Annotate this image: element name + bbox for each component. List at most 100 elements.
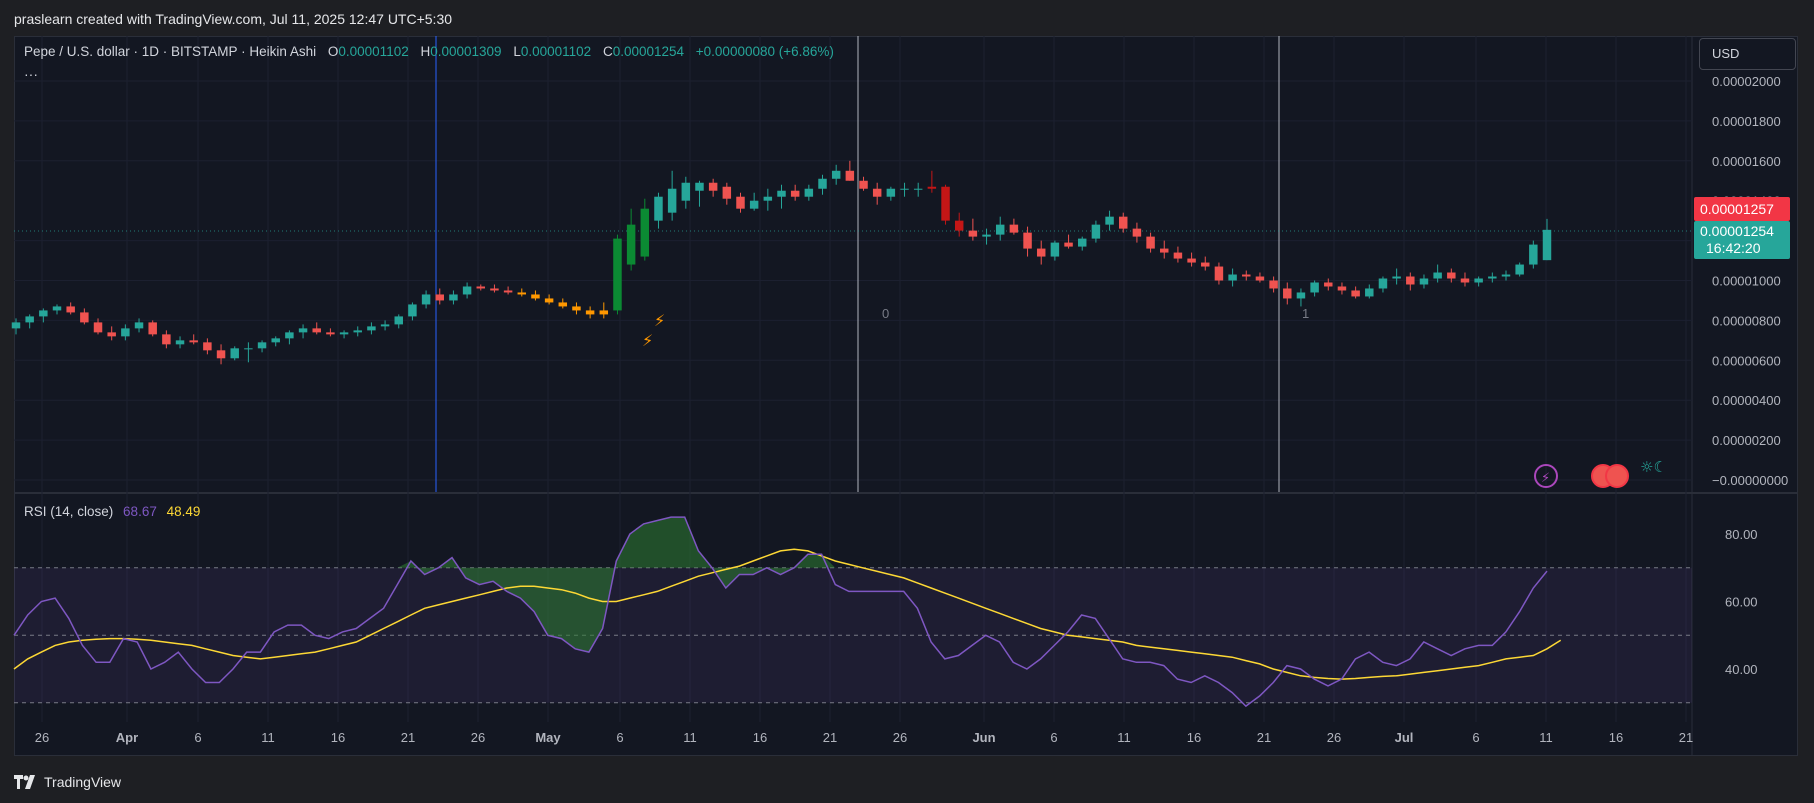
last-price-tag-green: 0.00001254 16:42:20 [1694, 221, 1790, 259]
x-axis-tick-label: 26 [893, 730, 907, 745]
close-label: C [602, 44, 613, 59]
candle-body [968, 230, 978, 237]
candle-body [1091, 224, 1101, 239]
candle-body [831, 170, 841, 179]
candle-body [80, 312, 89, 323]
high-label: H [420, 44, 431, 59]
x-axis-tick-label: 21 [1257, 730, 1271, 745]
candle-body [490, 288, 499, 291]
candle-body [722, 186, 732, 199]
candle-body [216, 350, 226, 359]
candle-body [859, 180, 868, 189]
candle-body [613, 238, 622, 311]
candle-body [517, 292, 527, 295]
candle-body [298, 328, 308, 333]
candle-body [804, 188, 814, 197]
x-axis-tick-label: 6 [1050, 730, 1057, 745]
candle-body [572, 306, 581, 311]
candle-body [121, 328, 130, 337]
candle-body [1542, 229, 1552, 261]
candle-body [1255, 276, 1265, 281]
candle-body [230, 348, 239, 359]
candle-body [845, 170, 855, 181]
low-label: L [513, 44, 521, 59]
candle-body [394, 316, 403, 325]
candle-body [900, 188, 909, 190]
x-axis-tick-label: 16 [1187, 730, 1201, 745]
more-menu-button[interactable]: ··· [24, 66, 38, 82]
candle-body [1187, 258, 1196, 263]
price-axis-tick-label: −0.00000000 [1712, 473, 1788, 488]
x-axis-tick-label: 16 [1609, 730, 1623, 745]
candle-body [1119, 216, 1128, 229]
lightning-icon: ⚡ [654, 311, 665, 330]
candle-body [39, 310, 48, 317]
candle-body [1296, 292, 1306, 299]
tradingview-logo[interactable]: TradingView [14, 774, 121, 790]
price-and-rsi-chart[interactable]: 26 Apr 6 11 16 21 26 May 6 11 16 21 26 Jun 6 11 16 21 26 Ju… [0, 0, 1814, 768]
candle-body [1023, 232, 1032, 249]
candle-body [708, 182, 718, 191]
candle-body [681, 182, 691, 201]
candle-body [626, 224, 636, 265]
candle-body [927, 186, 937, 189]
candle-body [271, 338, 280, 343]
symbol-title: Pepe / U.S. dollar · 1D · BITSTAMP · Hei… [24, 44, 317, 59]
candle-body [1009, 224, 1019, 233]
lightning-icon: ⚡ [642, 331, 653, 350]
price-axis-tick-label: 0.00000600 [1712, 353, 1781, 368]
candle-body [1269, 280, 1278, 289]
candle-body [872, 188, 882, 197]
change-value: +0.00000080 (+6.86%) [695, 44, 834, 59]
candle-body [1283, 288, 1292, 299]
candle-body [1201, 262, 1210, 267]
candle-body [107, 332, 116, 337]
candle-body [1392, 276, 1401, 279]
candle-body [1474, 278, 1483, 283]
candle-body [162, 334, 171, 345]
tradingview-logo-icon [14, 775, 35, 789]
candle-body [531, 294, 540, 299]
sun-moon-icon: ☼☾ [1640, 458, 1667, 476]
candle-body [1488, 276, 1497, 279]
candle-body [695, 182, 704, 191]
candle-countdown: 16:42:20 [1706, 240, 1761, 256]
candle-body [435, 294, 444, 301]
x-axis-tick-label: May [535, 730, 561, 745]
candle-body [982, 234, 991, 237]
x-axis-tick-label: 11 [1539, 730, 1553, 745]
x-axis-tick-label: 26 [35, 730, 49, 745]
candle-body [790, 190, 800, 197]
attribution-header: praslearn created with TradingView.com, … [14, 11, 453, 27]
candle-body [1160, 248, 1169, 253]
open-value: 0.00001102 [338, 44, 409, 59]
rsi-axis-tick-label: 60.00 [1725, 595, 1758, 610]
candle-body [886, 188, 896, 197]
candle-body [1365, 288, 1374, 297]
candle-body [326, 332, 335, 335]
candle-body [1419, 278, 1429, 285]
x-axis-tick-label: 11 [683, 730, 697, 745]
rsi-axis-tick-label: 40.00 [1725, 662, 1758, 677]
candle-body [1132, 228, 1142, 237]
candle-body [476, 286, 486, 289]
candle-body [312, 328, 321, 333]
events-icon-group: ⚡ ☼☾ [1534, 458, 1667, 488]
candle-body [1324, 282, 1333, 287]
candle-body [667, 188, 677, 213]
candle-body [66, 306, 75, 313]
candle-body [1447, 272, 1456, 279]
candle-body [1501, 274, 1511, 277]
candle-body [285, 332, 294, 339]
x-axis-tick-label: 11 [261, 730, 275, 745]
candle-body [189, 340, 198, 343]
us-flag-icon [1605, 464, 1629, 488]
candle-body [421, 294, 431, 305]
marker-label: 1 [1302, 306, 1309, 321]
price-axis-tick-label: 0.00001600 [1712, 154, 1781, 169]
x-axis-tick-label: 16 [753, 730, 767, 745]
x-axis-tick-label: 26 [1327, 730, 1341, 745]
candle-body [1036, 248, 1046, 257]
currency-button[interactable]: USD [1699, 38, 1796, 70]
candle-body [257, 342, 267, 349]
